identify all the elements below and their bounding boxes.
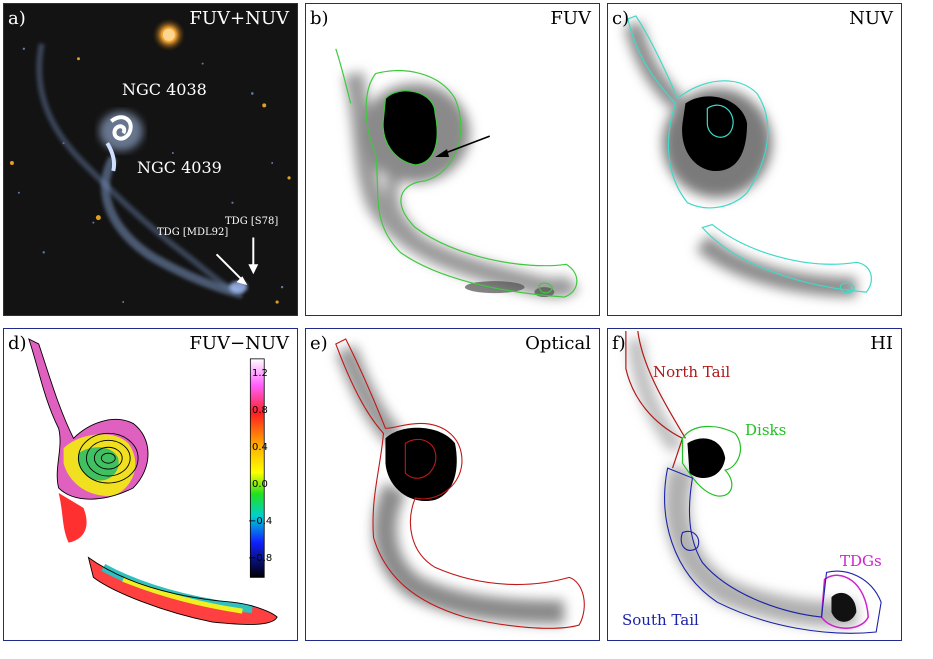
panel-c-label: c) <box>612 8 630 29</box>
disks-label: Disks <box>745 421 787 439</box>
panel-b-image <box>335 48 580 298</box>
panel-f-label: f) <box>612 333 626 354</box>
panel-f-image <box>625 330 882 634</box>
panel-e-label: e) <box>310 333 328 354</box>
panel-b-label: b) <box>310 8 329 29</box>
colorbar-tick: −0.4 <box>248 516 273 527</box>
tdg-mdl92-label: TDG [MDL92] <box>157 227 229 238</box>
panel-b-fuv-image: b) FUV <box>305 3 600 316</box>
panel-b-title: FUV <box>550 8 591 29</box>
colorbar-tick: 0.4 <box>252 442 268 453</box>
panel-a-title: FUV+NUV <box>189 8 289 29</box>
colorbar-tick: 0.8 <box>252 405 268 416</box>
ngc-4038-label: NGC 4038 <box>122 80 207 99</box>
south-tail-label: South Tail <box>622 611 699 629</box>
north-tail-label: North Tail <box>653 363 731 381</box>
panel-d-label: d) <box>8 333 27 354</box>
colorbar-tick: 0.0 <box>252 479 268 490</box>
panel-a-label: a) <box>8 8 26 29</box>
panel-c-image <box>624 15 872 298</box>
panel-d-title: FUV−NUV <box>189 333 289 354</box>
panel-f-hi-image: f) HI North Tail Disks TDGs South Tail <box>607 328 902 641</box>
panel-e-image <box>335 338 585 629</box>
colorbar-tick: −0.8 <box>248 553 273 564</box>
colorbar-tick: 1.2 <box>252 368 268 379</box>
panel-d-fuv-nuv-color-map: d) FUV−NUV 1.2 0.8 0.4 0.0 −0.4 −0.8 <box>3 328 298 641</box>
panel-a-fuv-nuv-image: a) FUV+NUV NGC 4038 NGC 4039 TDG [S78] T… <box>3 3 298 316</box>
panel-a-image <box>4 4 297 315</box>
panel-c-nuv-image: c) NUV <box>607 3 902 316</box>
panel-e-title: Optical <box>525 333 591 354</box>
tdgs-label: TDGs <box>840 552 882 570</box>
panel-d-image <box>28 338 278 625</box>
panel-c-title: NUV <box>849 8 893 29</box>
panel-f-title: HI <box>870 333 893 354</box>
tdg-s78-label: TDG [S78] <box>225 216 279 227</box>
ngc-4039-label: NGC 4039 <box>137 158 222 177</box>
panel-e-optical-image: e) Optical <box>305 328 600 641</box>
